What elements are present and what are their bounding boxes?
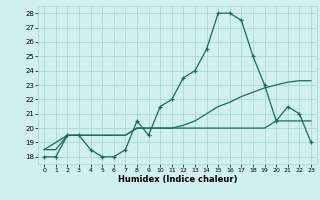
X-axis label: Humidex (Indice chaleur): Humidex (Indice chaleur)	[118, 175, 237, 184]
